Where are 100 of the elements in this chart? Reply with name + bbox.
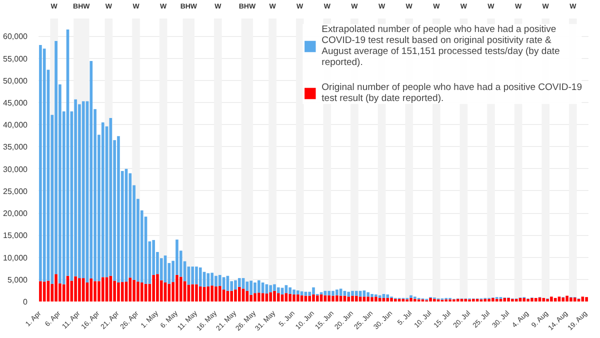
bar: [433, 298, 436, 302]
y-tick-label: 15,000: [3, 231, 28, 240]
bar: [394, 298, 397, 302]
bar: [179, 276, 182, 302]
bar: [284, 285, 288, 294]
bar: [238, 286, 241, 302]
bar: [269, 285, 272, 292]
bar: [234, 290, 237, 302]
bar: [132, 280, 136, 302]
bar: [339, 288, 342, 296]
bar: [218, 274, 222, 286]
bar: [336, 290, 338, 296]
bar: [530, 298, 534, 302]
y-tick-label: 60,000: [3, 32, 28, 42]
bar: [117, 282, 120, 302]
bar: [522, 298, 526, 302]
bar: [581, 296, 584, 302]
bar: [316, 295, 319, 302]
bar: [386, 294, 390, 298]
bar: [366, 296, 370, 302]
bar: [355, 296, 358, 302]
legend-label: Original number of people who have had a positive COVID-19 test result (by date reported).: [322, 82, 582, 104]
bar: [351, 290, 354, 296]
bar: [234, 280, 237, 290]
bar: [269, 292, 272, 302]
bar: [343, 290, 346, 296]
bar: [257, 292, 260, 302]
bar: [308, 292, 312, 296]
bar: [42, 282, 46, 302]
bar: [312, 294, 315, 302]
bar: [250, 294, 252, 302]
y-tick-label: 45,000: [3, 98, 28, 108]
bar: [288, 287, 292, 294]
bar: [261, 293, 264, 302]
bar: [94, 281, 96, 302]
y-tick-label: 30,000: [3, 164, 28, 174]
bar: [410, 298, 412, 302]
bar: [492, 298, 494, 302]
y-tick-label: 50,000: [3, 76, 28, 86]
bar: [191, 266, 194, 284]
y-tick-label: 10,000: [3, 253, 28, 262]
bar: [82, 101, 85, 278]
bar: [222, 290, 226, 302]
bar: [187, 284, 190, 302]
bar: [332, 290, 334, 296]
y-tick-label: 55,000: [3, 54, 28, 64]
bar: [152, 274, 155, 302]
bar: [210, 272, 214, 286]
bar: [292, 290, 296, 294]
bar: [156, 274, 159, 302]
y-tick-label: 35,000: [3, 142, 28, 152]
bar: [218, 286, 222, 302]
bar: [42, 48, 46, 282]
bar: [195, 284, 198, 302]
bar: [214, 276, 218, 286]
bar: [484, 298, 487, 302]
bar: [242, 288, 245, 302]
legend-label: Extrapolated number of people who have had a positive COVID-19 test result based on original positivity rate & August average of 151,151 processed tests/day (by date reported).: [322, 24, 560, 68]
bar: [386, 298, 390, 302]
bar: [276, 293, 280, 302]
bar: [120, 282, 124, 302]
bar: [105, 277, 108, 302]
bar: [74, 99, 77, 276]
bar: [518, 298, 522, 302]
bar: [546, 298, 549, 302]
bar: [191, 284, 194, 302]
bar: [78, 278, 81, 302]
bar: [542, 298, 546, 302]
bar: [82, 278, 85, 302]
bar: [507, 298, 510, 302]
bar: [117, 136, 120, 282]
bar: [195, 266, 198, 284]
bar: [347, 292, 350, 297]
bar: [265, 294, 268, 302]
bar: [257, 280, 260, 293]
bar: [98, 281, 100, 302]
bar: [54, 274, 58, 302]
bar: [198, 286, 202, 302]
bar: [254, 282, 256, 294]
bar: [296, 294, 300, 302]
bar: [74, 276, 77, 302]
y-tick-label: 0: [23, 298, 28, 306]
bar: [101, 122, 104, 278]
bar: [206, 273, 210, 286]
y-tick-label: 20,000: [3, 209, 28, 218]
bar: [288, 294, 292, 302]
bar: [250, 280, 252, 295]
bar: [39, 281, 42, 302]
bar: [366, 292, 370, 297]
bar: [511, 298, 514, 302]
bar: [390, 298, 393, 302]
bar: [526, 298, 530, 302]
bar: [222, 277, 226, 290]
bar: [254, 293, 256, 302]
bar: [308, 296, 312, 302]
bar: [414, 298, 416, 302]
bar: [276, 287, 280, 294]
bar: [198, 267, 202, 286]
bar: [246, 282, 249, 291]
bar: [550, 296, 553, 302]
